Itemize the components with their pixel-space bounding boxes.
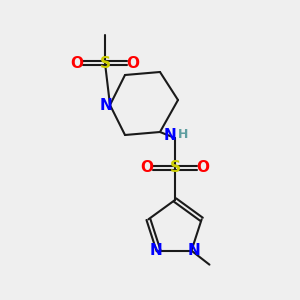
Text: N: N [100,98,112,112]
Text: O: O [127,56,140,70]
Text: S: S [169,160,181,175]
Text: O: O [70,56,83,70]
Text: N: N [149,243,162,258]
Text: O: O [196,160,209,175]
Text: N: N [188,243,201,258]
Text: N: N [164,128,176,143]
Text: O: O [140,160,154,175]
Text: S: S [100,56,110,70]
Text: H: H [178,128,188,140]
